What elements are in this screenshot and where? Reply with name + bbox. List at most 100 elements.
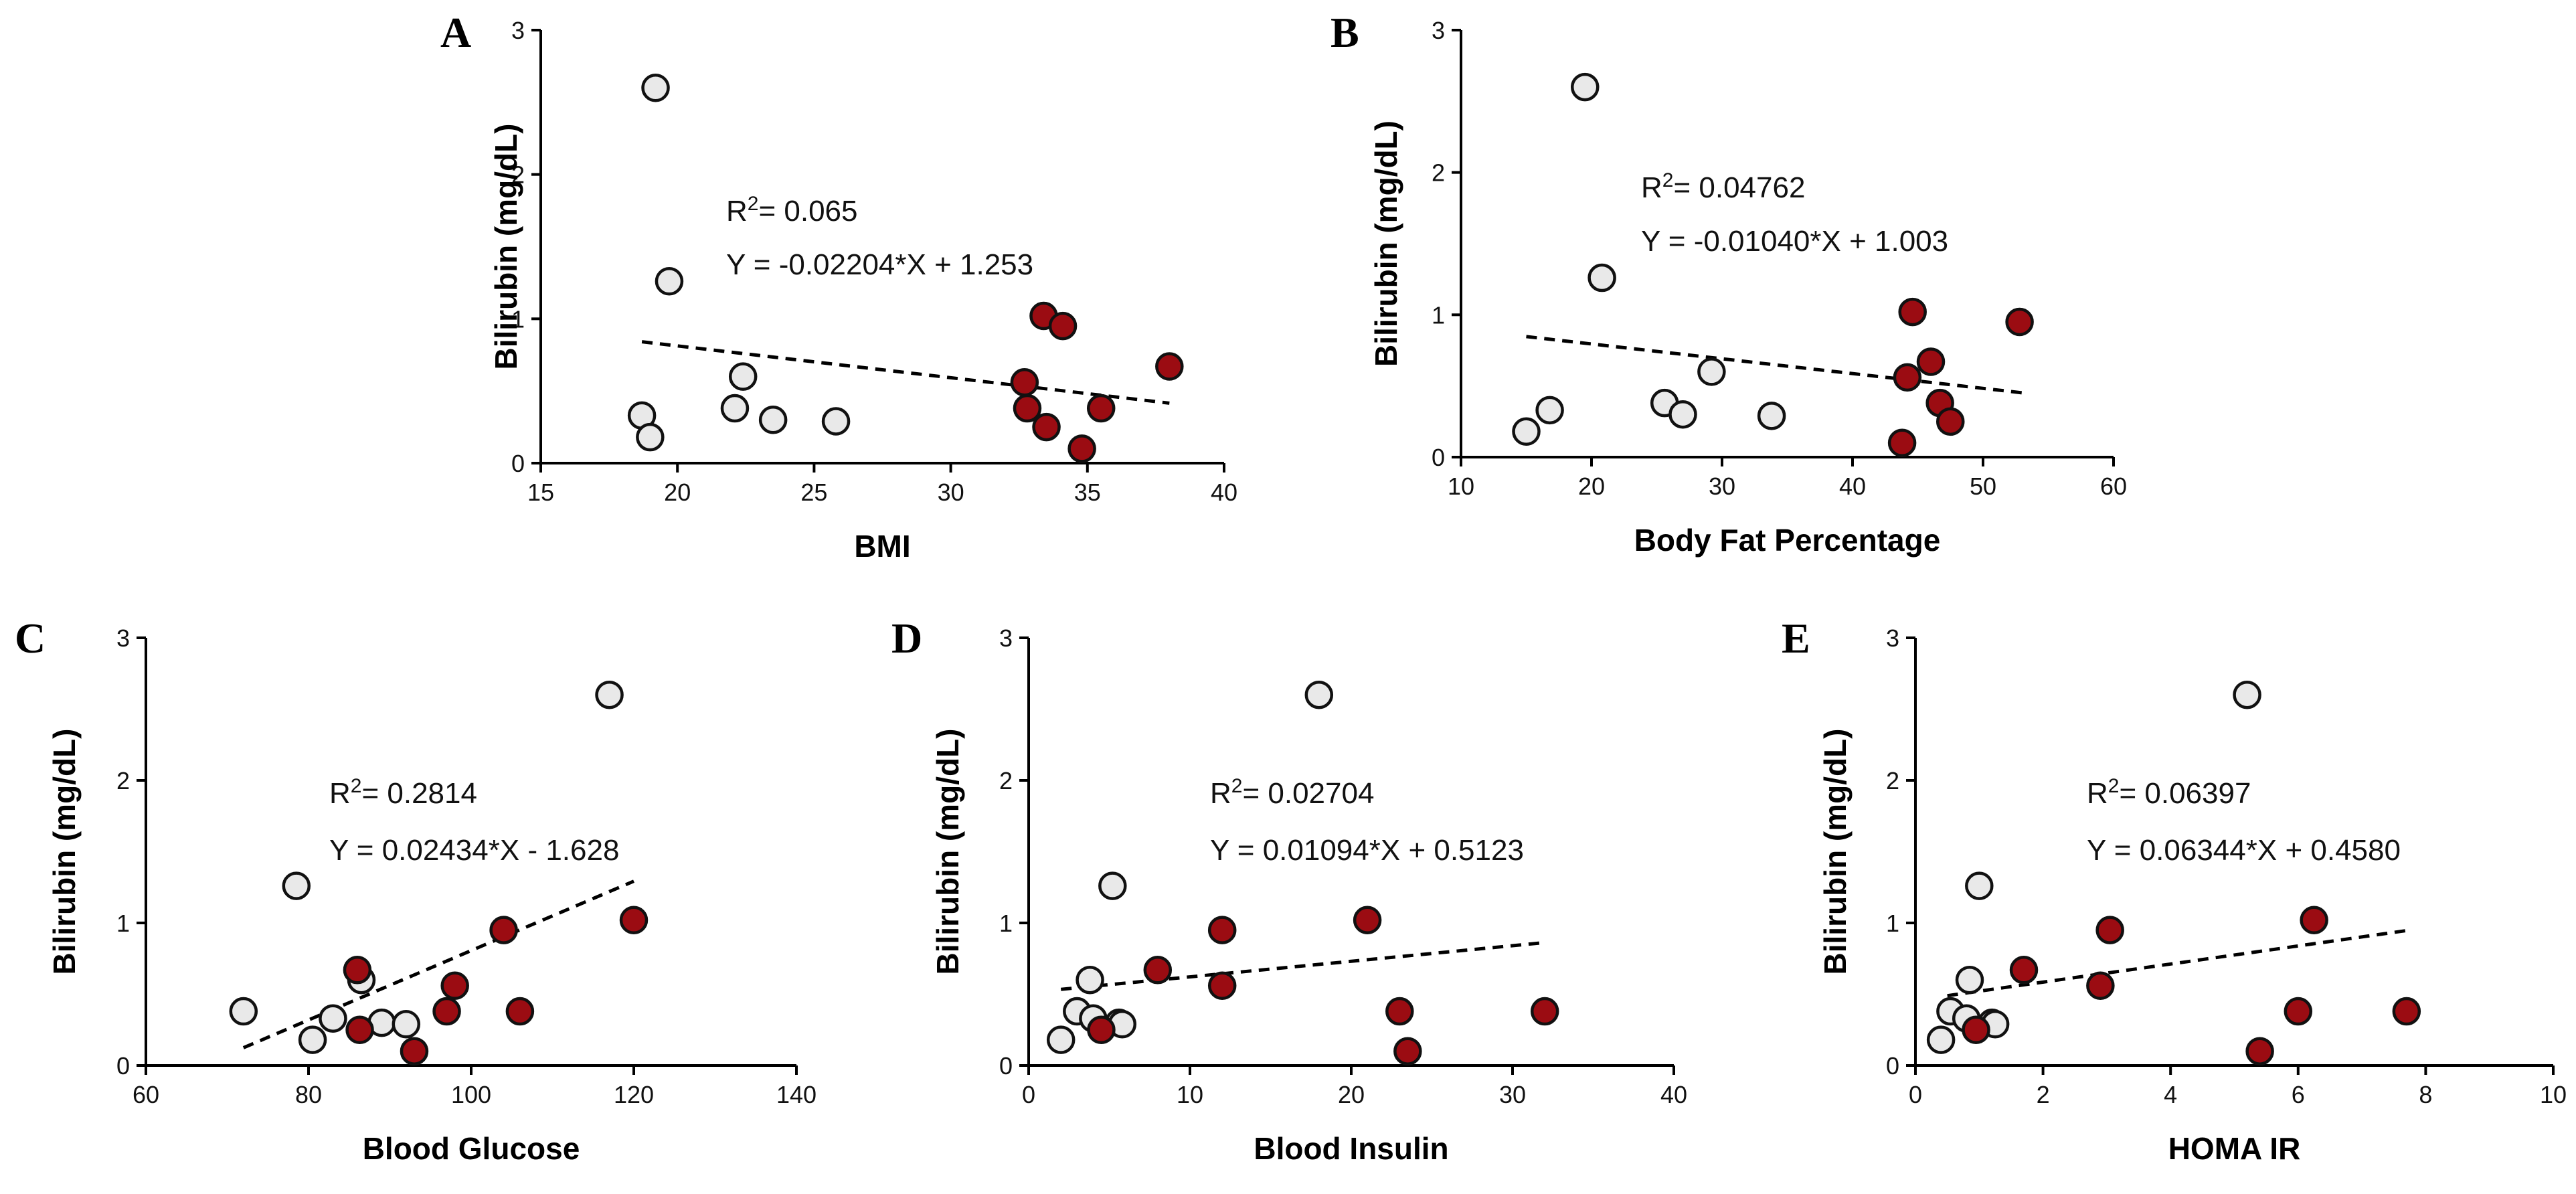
x-axis-title: Body Fat Percentage: [1634, 523, 1941, 558]
data-point-red: [1893, 363, 1922, 392]
data-point-red: [2392, 997, 2421, 1026]
data-point-red: [1385, 997, 1414, 1026]
y-tick-label: 1: [116, 910, 130, 937]
data-point-red: [2005, 307, 2034, 337]
data-point-red: [1898, 297, 1927, 327]
data-point-white: [720, 394, 750, 423]
data-point-red: [2086, 971, 2115, 1000]
x-tick-label: 20: [664, 479, 691, 506]
data-point-red: [1013, 394, 1042, 423]
x-tick-label: 120: [614, 1081, 654, 1108]
x-axis-title: Blood Glucose: [363, 1131, 580, 1166]
data-point-white: [728, 362, 758, 391]
data-point-white: [282, 871, 311, 900]
r-squared-symbol: R: [726, 195, 748, 228]
regression-line: [641, 340, 1170, 405]
data-point-white: [2233, 680, 2261, 709]
data-point-white: [1757, 402, 1786, 430]
y-tick-label: 2: [1432, 159, 1445, 187]
x-tick-label: 15: [527, 479, 554, 506]
x-axis-title: Blood Insulin: [1254, 1131, 1448, 1166]
data-point-red: [1353, 906, 1382, 934]
data-point-red: [1010, 367, 1039, 397]
x-tick-label: 10: [1177, 1081, 1203, 1108]
data-point-white: [1535, 396, 1564, 425]
x-axis-title: HOMA IR: [2168, 1131, 2301, 1166]
x-tick-label: 4: [2164, 1081, 2177, 1108]
data-point-white: [641, 74, 670, 102]
data-point-red: [489, 916, 518, 944]
data-point-red: [1962, 1015, 1990, 1044]
x-tick-label: 0: [1022, 1081, 1035, 1108]
y-tick-label: 3: [511, 17, 525, 44]
data-point-white: [1098, 871, 1127, 900]
regression-line: [1526, 335, 2023, 395]
data-point-red: [1207, 971, 1237, 1000]
data-point-red: [1155, 352, 1184, 381]
regression-equation: Y = 0.01094*X + 0.5123: [1210, 834, 1524, 867]
panel-label: A: [440, 9, 471, 56]
data-point-red: [345, 1015, 374, 1044]
r-squared-superscript: 2: [1662, 169, 1674, 191]
data-point-red: [1887, 428, 1917, 457]
data-point-white: [655, 267, 684, 296]
r-squared-superscript: 2: [351, 775, 362, 797]
data-point-red: [1086, 394, 1116, 423]
x-tick-label: 30: [938, 479, 964, 506]
data-point-red: [1087, 1015, 1116, 1044]
regression-equation: Y = 0.06344*X + 0.4580: [2087, 834, 2401, 867]
x-tick-label: 25: [800, 479, 827, 506]
panel-d: D 0 10 20 30 40 0 1 2 3 Blood Insulin Bilirubin (mg…: [891, 614, 1687, 1166]
panel-label: B: [1330, 9, 1359, 56]
data-point-red: [505, 997, 535, 1026]
x-tick-label: 2: [2037, 1081, 2050, 1108]
data-point-white: [1697, 357, 1726, 386]
y-axis-title: Bilirubin (mg/dL): [1369, 120, 1403, 367]
y-tick-label: 0: [116, 1052, 130, 1080]
y-tick-label: 1: [1432, 301, 1445, 329]
data-point-white: [1304, 680, 1334, 709]
data-point-white: [229, 997, 258, 1026]
regression-line: [242, 879, 634, 1049]
data-point-white: [1926, 1025, 1956, 1054]
y-tick-label: 0: [511, 450, 525, 477]
x-tick-label: 40: [1211, 479, 1237, 506]
r-squared-symbol: R: [2087, 777, 2108, 810]
y-tick-label: 2: [511, 161, 525, 189]
data-point-red: [2095, 916, 2124, 944]
data-point-red: [2009, 956, 2039, 985]
data-point-white: [1076, 965, 1104, 995]
data-point-red: [1530, 997, 1559, 1026]
y-tick-label: 3: [1432, 17, 1445, 44]
x-tick-label: 100: [451, 1081, 491, 1108]
data-point-red: [619, 906, 649, 934]
r-squared-value: = 0.06397: [2119, 777, 2251, 810]
data-point-white: [636, 422, 665, 452]
y-tick-label: 0: [999, 1052, 1013, 1080]
r-squared-superscript: 2: [1231, 775, 1243, 797]
y-axis-title: Bilirubin (mg/dL): [47, 729, 82, 975]
data-point-red: [440, 971, 469, 1000]
data-point-red: [1048, 311, 1078, 341]
x-tick-label: 40: [1839, 473, 1866, 500]
x-tick-label: 80: [295, 1081, 322, 1108]
x-tick-label: 140: [776, 1081, 817, 1108]
r-squared-label: R2= 0.06397: [2087, 775, 2251, 810]
x-axis-title: BMI: [854, 529, 910, 564]
x-tick-label: 8: [2419, 1081, 2432, 1108]
x-tick-label: 60: [2100, 473, 2127, 500]
y-tick-label: 3: [116, 624, 130, 652]
r-squared-value: = 0.065: [758, 195, 857, 228]
r-squared-superscript: 2: [2108, 775, 2120, 797]
data-point-white: [821, 407, 851, 436]
r-squared-superscript: 2: [748, 193, 759, 215]
y-tick-label: 1: [999, 910, 1013, 937]
data-point-white: [1587, 263, 1616, 292]
y-axis-title: Bilirubin (mg/dL): [930, 729, 965, 975]
x-tick-label: 60: [133, 1081, 159, 1108]
r-squared-value: = 0.2814: [361, 777, 477, 810]
r-squared-value: = 0.02704: [1242, 777, 1374, 810]
data-point-red: [343, 956, 372, 985]
